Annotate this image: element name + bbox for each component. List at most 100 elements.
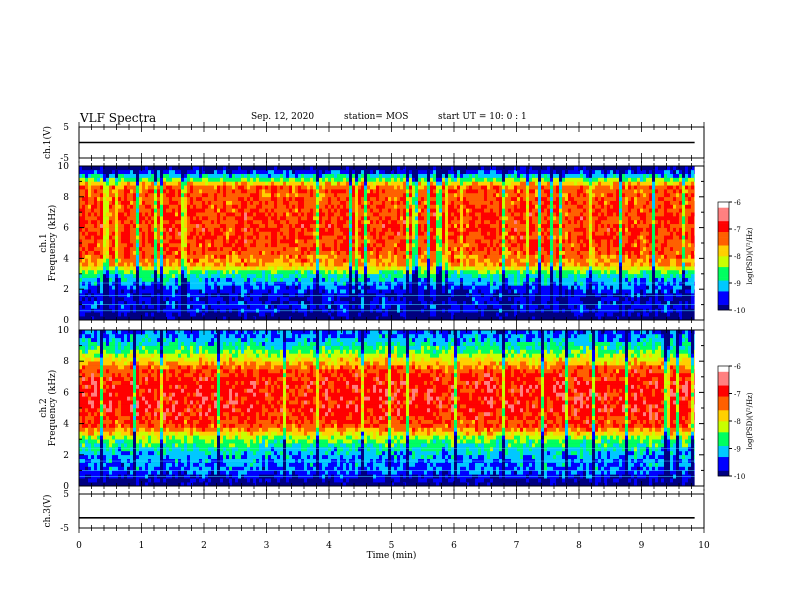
spectrogram-cell	[205, 251, 208, 255]
spectrogram-cell	[382, 239, 385, 243]
spectrogram-cell	[322, 178, 325, 182]
spectrogram-cell	[205, 262, 208, 266]
spectrogram-cell	[349, 220, 352, 224]
spectrogram-cell	[385, 278, 388, 282]
spectrogram-cell	[436, 278, 439, 282]
spectrogram-cell	[193, 278, 196, 282]
spectrogram-cell	[262, 282, 265, 286]
spectrogram-cell	[394, 262, 397, 266]
spectrogram-cell	[91, 174, 94, 178]
spectrogram-cell	[148, 205, 151, 209]
spectrogram-cell	[301, 174, 304, 178]
spectrogram-cell	[280, 262, 283, 266]
spectrogram-cell	[355, 193, 358, 197]
spectrogram-cell	[121, 312, 124, 316]
spectrogram-cell	[322, 231, 325, 235]
spectrogram-cell	[127, 197, 130, 201]
spectrogram-cell	[304, 170, 307, 174]
spectrogram-cell	[217, 278, 220, 282]
spectrogram-cell	[346, 305, 349, 309]
spectrogram-cell	[199, 197, 202, 201]
spectrogram-cell	[304, 201, 307, 205]
spectrogram-cell	[322, 251, 325, 255]
spectrogram-cell	[340, 174, 343, 178]
spectrogram-cell	[205, 201, 208, 205]
spectrogram-cell	[193, 220, 196, 224]
spectrogram-cell	[82, 235, 85, 239]
spectrogram-cell	[382, 193, 385, 197]
spectrogram-cell	[97, 193, 100, 197]
spectrogram-cell	[352, 297, 355, 301]
spectrogram-cell	[397, 282, 400, 286]
spectrogram-cell	[364, 178, 367, 182]
spectrogram-cell	[304, 305, 307, 309]
spectrogram-cell	[331, 243, 334, 247]
spectrogram-cell	[271, 224, 274, 228]
spectrogram-cell	[214, 216, 217, 220]
spectrogram-cell	[118, 193, 121, 197]
spectrogram-cell	[172, 270, 175, 274]
spectrogram-cell	[337, 274, 340, 278]
spectrogram-cell	[382, 212, 385, 216]
spectrogram-cell	[397, 312, 400, 316]
spectrogram-cell	[361, 285, 364, 289]
spectrogram-cell	[154, 170, 157, 174]
spectrogram-cell	[403, 212, 406, 216]
spectrogram-cell	[277, 247, 280, 251]
spectrogram-cell	[220, 274, 223, 278]
spectrogram-cell	[331, 231, 334, 235]
spectrogram-cell	[100, 266, 103, 270]
spectrogram-cell	[409, 297, 412, 301]
spectrogram-cell	[340, 255, 343, 259]
spectrogram-cell	[181, 224, 184, 228]
spectrogram-cell	[217, 262, 220, 266]
spectrogram-cell	[232, 312, 235, 316]
spectrogram-cell	[352, 285, 355, 289]
spectrogram-cell	[175, 312, 178, 316]
spectrogram-cell	[388, 231, 391, 235]
spectrogram-cell	[409, 243, 412, 247]
spectrogram-cell	[145, 285, 148, 289]
spectrogram-cell	[106, 235, 109, 239]
spectrogram-cell	[229, 251, 232, 255]
spectrogram-cell	[169, 220, 172, 224]
spectrogram-cell	[337, 189, 340, 193]
spectrogram-cell	[376, 247, 379, 251]
spectrogram-cell	[376, 255, 379, 259]
spectrogram-cell	[316, 247, 319, 251]
spectrogram-cell	[367, 193, 370, 197]
spectrogram-cell	[118, 266, 121, 270]
spectrogram-cell	[319, 243, 322, 247]
spectrogram-cell	[229, 285, 232, 289]
spectrogram-cell	[433, 305, 436, 309]
spectrogram-cell	[133, 170, 136, 174]
spectrogram-cell	[298, 224, 301, 228]
spectrogram-cell	[325, 197, 328, 201]
spectrogram-cell	[163, 197, 166, 201]
spectrogram-cell	[322, 247, 325, 251]
spectrogram-cell	[277, 305, 280, 309]
spectrogram-cell	[280, 305, 283, 309]
spectrogram-cell	[421, 239, 424, 243]
spectrogram-cell	[133, 228, 136, 232]
spectrogram-cell	[355, 266, 358, 270]
spectrogram-cell	[304, 239, 307, 243]
spectrogram-cell	[118, 305, 121, 309]
spectrogram-cell	[289, 231, 292, 235]
spectrogram-cell	[322, 193, 325, 197]
spectrogram-cell	[220, 231, 223, 235]
spectrogram-cell	[175, 247, 178, 251]
spectrogram-cell	[373, 201, 376, 205]
spectrogram-cell	[238, 185, 241, 189]
spectrogram-cell	[355, 216, 358, 220]
spectrogram-cell	[418, 285, 421, 289]
spectrogram-cell	[232, 231, 235, 235]
spectrogram-cell	[166, 216, 169, 220]
spectrogram-cell	[322, 224, 325, 228]
spectrogram-cell	[427, 208, 430, 212]
spectrogram-cell	[403, 239, 406, 243]
spectrogram-cell	[334, 208, 337, 212]
spectrogram-cell	[97, 220, 100, 224]
spectrogram-cell	[124, 170, 127, 174]
spectrogram-cell	[163, 208, 166, 212]
